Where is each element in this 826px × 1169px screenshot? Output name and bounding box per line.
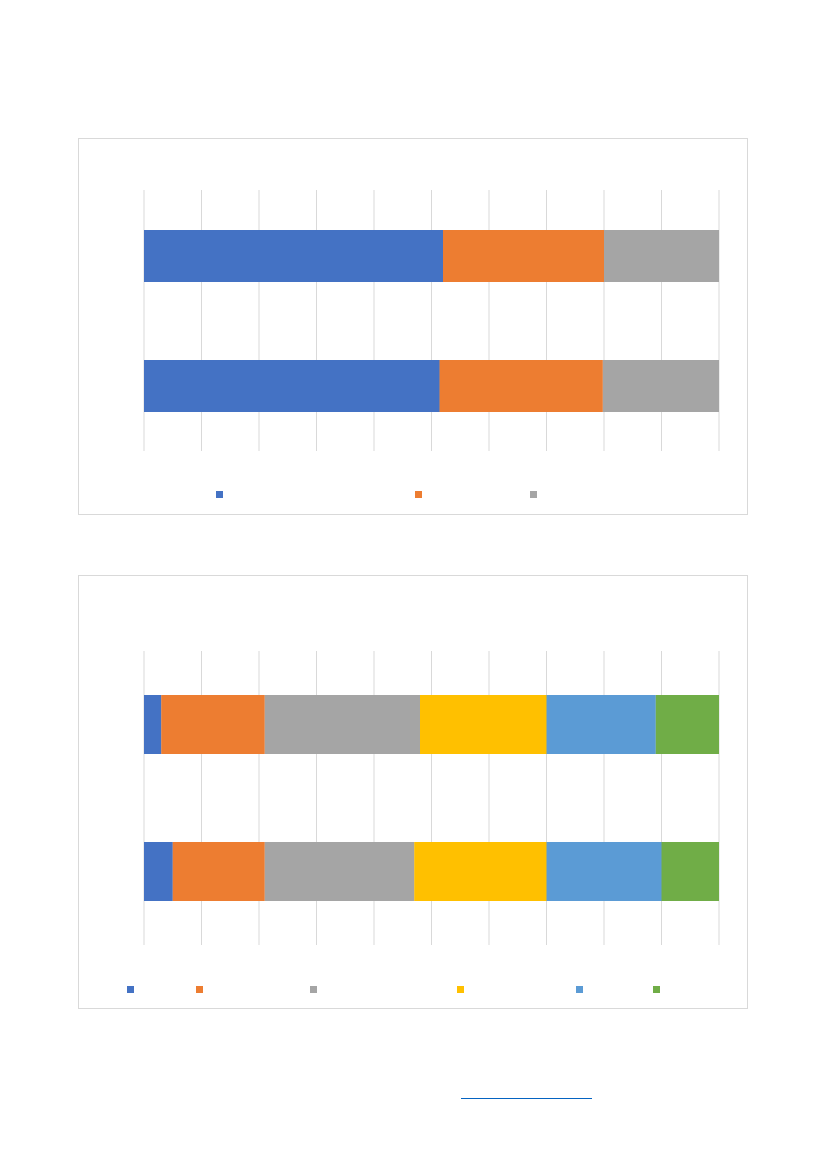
chart-2-legend-swatch-4 (457, 986, 464, 993)
chart-2-bar-segment-1-5 (546, 695, 656, 754)
chart-2-bar-segment-2-3 (264, 842, 415, 901)
chart-2-legend-swatch-2 (196, 986, 203, 993)
chart-2-legend-swatch-6 (653, 986, 660, 993)
chart-2-bar-segment-2-6 (661, 842, 719, 901)
chart-1-canvas (143, 190, 720, 498)
chart-2-bar-segment-1-3 (264, 695, 420, 754)
chart-1-bar-segment-2-3 (602, 360, 719, 412)
chart-2-bar-segment-2-2 (172, 842, 265, 901)
stacked-bar-chart-1 (78, 138, 748, 515)
chart-2-bar-segment-2-1 (144, 842, 173, 901)
chart-1-legend-swatch-2 (415, 491, 422, 498)
footer-link-underline (461, 1098, 592, 1099)
chart-2-bar-segment-1-6 (655, 695, 719, 754)
chart-2-legend-swatch-1 (127, 986, 134, 993)
chart-2-legend-swatch-3 (310, 986, 317, 993)
chart-1-bar-segment-1-3 (604, 230, 719, 282)
chart-2-bar-segment-1-4 (420, 695, 547, 754)
chart-1-bar-segment-1-1 (144, 230, 443, 282)
chart-1-legend (216, 491, 537, 498)
chart-1-bars (144, 230, 719, 412)
chart-1-legend-swatch-1 (216, 491, 223, 498)
chart-2-canvas (127, 651, 720, 993)
chart-2-bar-segment-2-4 (414, 842, 547, 901)
chart-2-legend-swatch-5 (576, 986, 583, 993)
chart-1-bar-segment-2-2 (439, 360, 603, 412)
stacked-bar-chart-2 (78, 575, 748, 1009)
chart-2-bar-segment-1-2 (161, 695, 265, 754)
chart-2-bar-segment-1-1 (144, 695, 162, 754)
chart-1-legend-swatch-3 (530, 491, 537, 498)
chart-1-bar-segment-1-2 (443, 230, 604, 282)
chart-2-legend (127, 986, 660, 993)
chart-2-bars (144, 695, 719, 901)
chart-1-bar-segment-2-1 (144, 360, 440, 412)
footer-link[interactable] (461, 1083, 592, 1101)
chart-2-bar-segment-2-5 (546, 842, 662, 901)
